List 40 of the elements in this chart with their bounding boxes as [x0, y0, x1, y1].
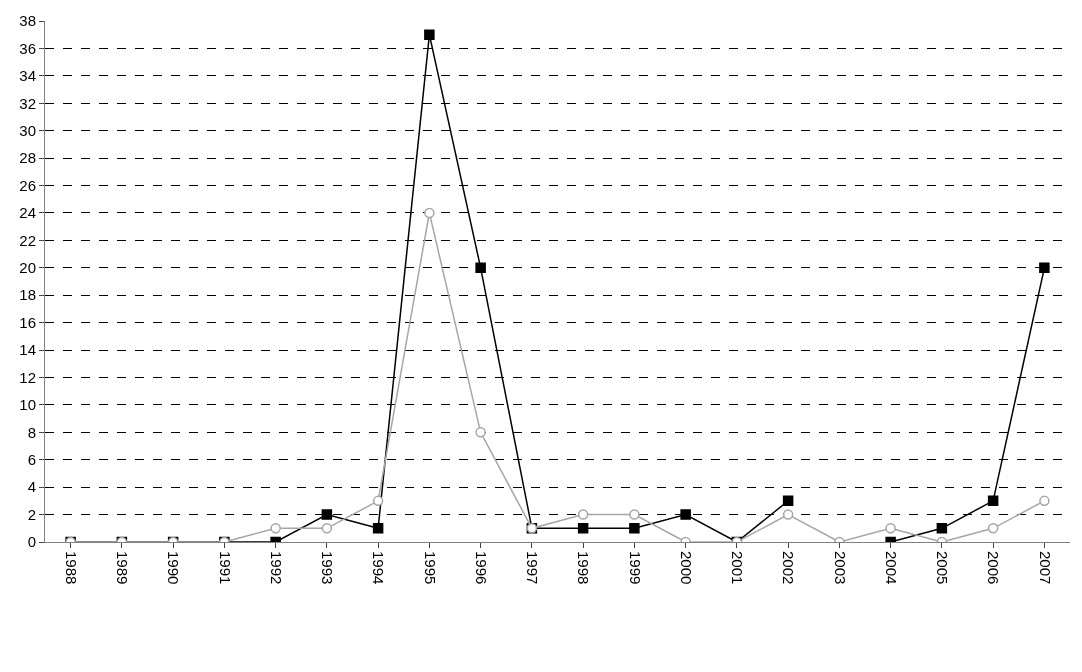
y-tick-label: 14 [19, 341, 36, 359]
y-tick-label: 2 [27, 505, 36, 523]
x-tick-label: 1999 [626, 551, 644, 585]
y-tick-label: 18 [19, 286, 36, 304]
y-tick-label: 4 [27, 478, 36, 496]
y-tick-label: 8 [27, 423, 36, 441]
x-tick-label: 2005 [934, 551, 952, 585]
x-tick-label: 1990 [165, 551, 183, 585]
x-tick-label: 1993 [319, 551, 337, 585]
y-tick-label: 32 [19, 94, 36, 112]
y-tick-label: 16 [19, 313, 36, 331]
x-tick-label: 1991 [216, 551, 234, 585]
y-tick-label: 0 [27, 533, 36, 551]
x-tick-label: 2007 [1036, 551, 1054, 585]
y-tick-label: 28 [19, 149, 36, 167]
y-tick-label: 34 [19, 67, 36, 85]
x-tick-label: 1994 [370, 551, 388, 585]
y-tick-label: 30 [19, 121, 36, 139]
x-tick-label: 1997 [524, 551, 542, 585]
y-tick-label: 12 [19, 368, 36, 386]
y-tick-label: 38 [19, 12, 36, 30]
y-tick-label: 24 [19, 204, 36, 222]
x-tick-label: 2000 [677, 551, 695, 585]
y-tick-label: 6 [27, 450, 36, 468]
x-tick-label: 1995 [421, 551, 439, 585]
y-tick-label: 26 [19, 176, 36, 194]
y-tick-label: 36 [19, 39, 36, 57]
y-tick-label: 22 [19, 231, 36, 249]
x-tick-label: 1998 [575, 551, 593, 585]
x-tick-label: 2001 [729, 551, 747, 585]
x-tick-label: 1992 [267, 551, 285, 585]
x-tick-label: 1989 [114, 551, 132, 585]
y-tick-label: 20 [19, 259, 36, 277]
x-tick-label: 2003 [831, 551, 849, 585]
x-tick-label: 2006 [985, 551, 1003, 585]
x-tick-label: 2002 [780, 551, 798, 585]
x-tick-label: 1988 [62, 551, 80, 585]
y-tick-label: 10 [19, 396, 36, 414]
x-tick-label: 1996 [472, 551, 490, 585]
x-tick-label: 2004 [882, 551, 900, 585]
